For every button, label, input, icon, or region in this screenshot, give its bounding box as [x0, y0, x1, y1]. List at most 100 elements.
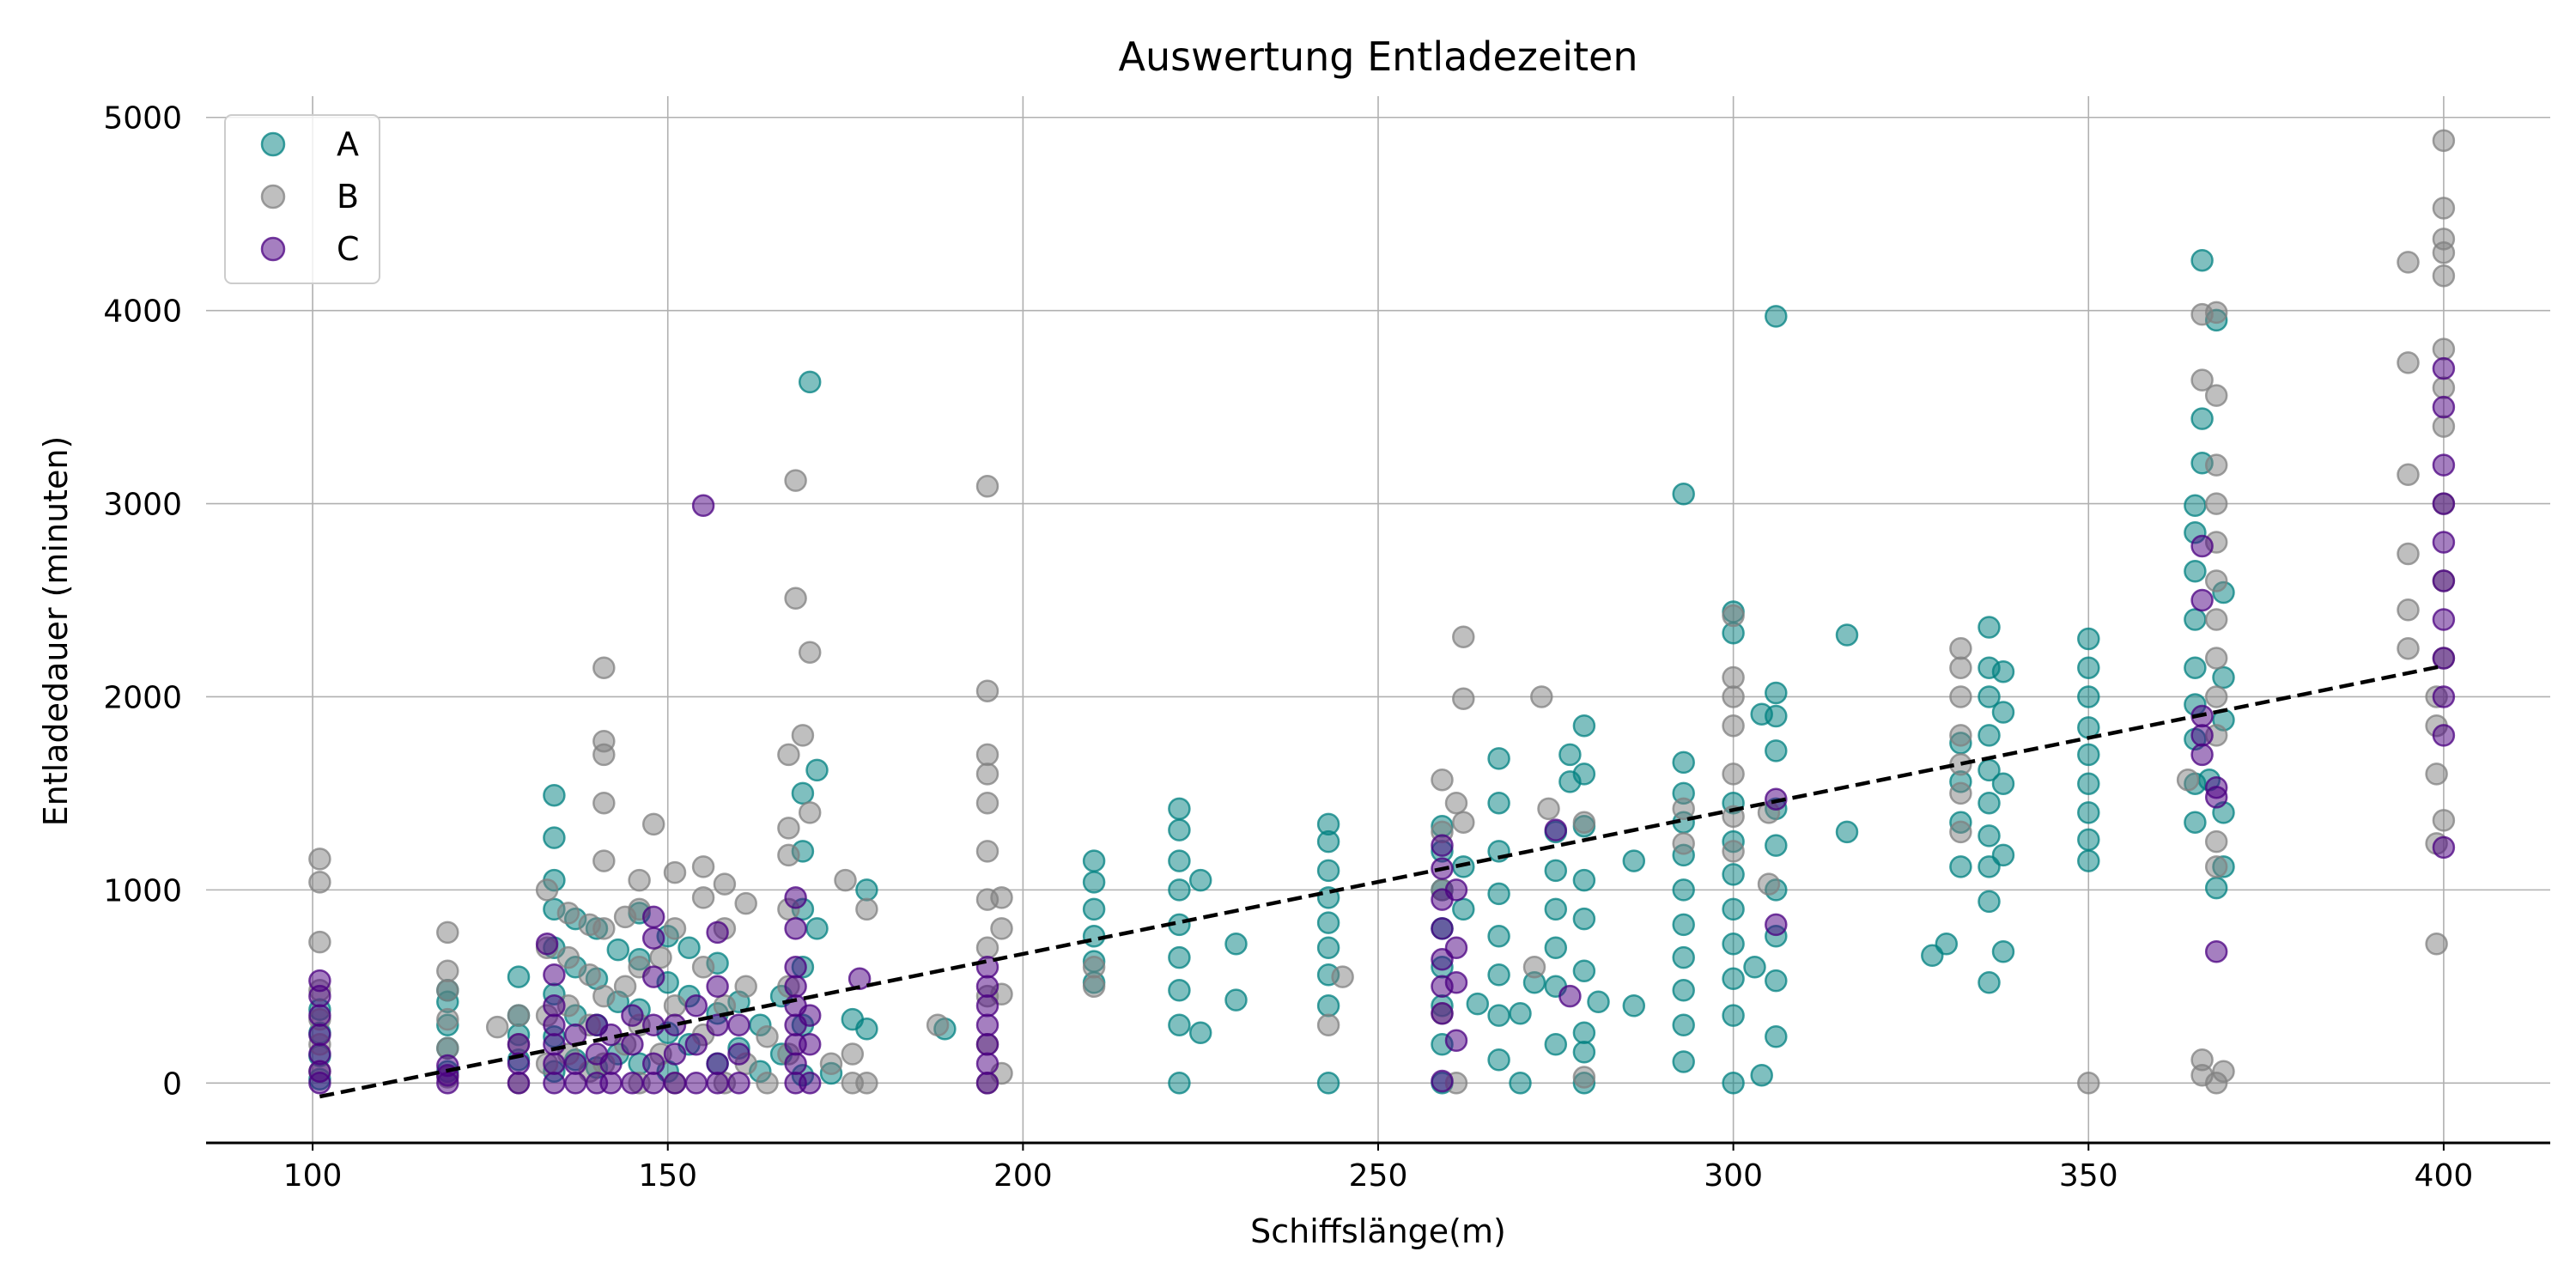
data-point-c	[308, 1042, 331, 1066]
data-point-a	[2212, 665, 2235, 690]
data-point-a	[1168, 818, 1191, 841]
data-point-a	[2077, 656, 2100, 679]
data-point-a	[1765, 704, 1788, 728]
data-point-b	[507, 1004, 531, 1027]
data-point-b	[2212, 1060, 2235, 1084]
data-point-c	[784, 956, 807, 979]
data-point-b	[1722, 714, 1745, 738]
data-point-b	[2204, 492, 2228, 515]
data-point-b	[535, 878, 559, 902]
series-b	[308, 129, 2456, 1095]
data-point-a	[1978, 791, 2001, 815]
data-point-c	[641, 1052, 665, 1076]
data-point-a	[1978, 824, 2001, 848]
data-point-a	[1622, 849, 1646, 872]
data-point-a	[1978, 724, 2001, 747]
y-tick-label: 4000	[103, 295, 182, 330]
data-point-b	[2397, 351, 2420, 374]
legend-marker-b	[260, 184, 286, 210]
data-point-a	[1487, 791, 1510, 815]
data-point-b	[734, 975, 757, 999]
data-point-b	[1452, 811, 1475, 834]
x-tick-label: 400	[2415, 1158, 2474, 1194]
data-point-a	[2204, 876, 2228, 900]
data-point-b	[1672, 832, 1695, 855]
data-point-a	[1835, 623, 1859, 647]
data-point-a	[507, 965, 531, 988]
data-point-b	[641, 812, 665, 836]
data-point-b	[2190, 1048, 2214, 1072]
data-point-b	[2204, 685, 2228, 708]
data-point-a	[2184, 494, 2207, 518]
data-point-a	[1978, 971, 2001, 994]
data-point-c	[1444, 936, 1468, 960]
data-point-b	[628, 868, 651, 892]
data-point-a	[1935, 933, 1959, 956]
data-point-b	[841, 1042, 865, 1066]
data-point-a	[1082, 871, 1106, 894]
data-point-b	[1949, 781, 1972, 805]
trendline	[319, 664, 2445, 1099]
data-point-b	[308, 871, 331, 894]
data-point-c	[543, 963, 566, 987]
data-point-c	[1444, 971, 1468, 994]
data-point-a	[1572, 868, 1596, 892]
x-axis-label: Schiffslänge(m)	[1250, 1212, 1506, 1250]
data-point-a	[2077, 772, 2100, 795]
data-point-a	[1722, 897, 1745, 921]
data-point-a	[1750, 1064, 1773, 1087]
data-point-b	[1949, 656, 1972, 679]
data-point-a	[1672, 483, 1695, 506]
data-point-a	[1991, 701, 2015, 724]
data-point-b	[855, 897, 878, 921]
data-point-c	[798, 1004, 822, 1027]
data-point-b	[592, 984, 616, 1008]
data-point-b	[734, 891, 757, 915]
data-point-a	[1082, 849, 1106, 872]
y-tick-label: 1000	[103, 873, 182, 908]
data-point-c	[2432, 647, 2456, 670]
data-point-b	[556, 902, 580, 925]
data-point-b	[2204, 608, 2228, 631]
data-point-b	[2425, 933, 2448, 956]
data-point-a	[1466, 992, 1490, 1016]
data-point-b	[485, 1015, 509, 1039]
y-ticks: 0 1000 2000 3000 4000 5000	[103, 101, 182, 1103]
x-tick-label: 250	[1349, 1158, 1408, 1194]
data-point-a	[677, 936, 701, 960]
data-point-a	[2077, 627, 2100, 651]
data-point-b	[1444, 791, 1468, 815]
data-point-a	[1316, 911, 1340, 934]
data-point-a	[1544, 897, 1568, 921]
data-point-b	[1331, 965, 1354, 988]
data-point-a	[1168, 878, 1191, 902]
data-point-b	[784, 586, 807, 611]
data-point-c	[507, 1033, 531, 1056]
data-point-c	[2432, 685, 2456, 708]
data-point-b	[2432, 415, 2456, 438]
data-point-c	[2432, 569, 2456, 592]
x-tick-label: 300	[1704, 1158, 1763, 1194]
data-point-a	[2184, 608, 2207, 631]
legend-label-c: C	[337, 230, 360, 268]
data-point-c	[641, 927, 665, 950]
data-point-a	[1765, 739, 1788, 762]
x-ticks: 100 150 200 250 300 350 400	[283, 1143, 2474, 1194]
data-point-a	[2190, 407, 2214, 430]
data-point-b	[592, 917, 616, 940]
data-point-c	[975, 1033, 999, 1056]
data-point-a	[2077, 849, 2100, 872]
data-point-a	[1978, 890, 2001, 914]
data-point-c	[706, 1072, 729, 1095]
data-point-a	[1224, 933, 1248, 956]
data-point-b	[613, 975, 637, 999]
data-point-b	[777, 743, 800, 767]
data-point-a	[1509, 1072, 1532, 1095]
data-point-a	[1672, 750, 1695, 775]
data-point-b	[1316, 1013, 1340, 1037]
y-tick-label: 2000	[103, 680, 182, 715]
data-point-b	[592, 656, 616, 679]
data-point-b	[1949, 724, 1972, 747]
data-point-b	[578, 963, 601, 987]
